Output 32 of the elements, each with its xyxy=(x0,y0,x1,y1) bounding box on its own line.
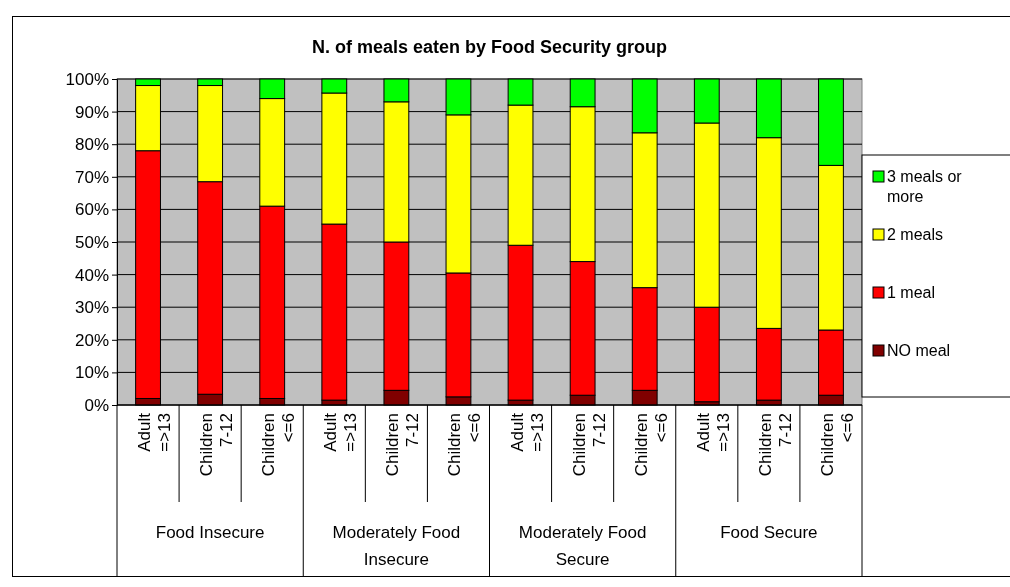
y-tick-label: 30% xyxy=(74,298,109,318)
x-tick-label: Adult =>13 xyxy=(693,412,733,452)
y-tick-label: 20% xyxy=(74,330,109,350)
y-tick-label: 60% xyxy=(74,200,109,220)
y-tick-label: 70% xyxy=(74,167,109,187)
y-tick-label: 100% xyxy=(65,69,109,89)
legend-label: NO meal xyxy=(887,342,951,359)
text: Moderately Food Insecure xyxy=(332,523,461,569)
x-tick-label: Adult =>13 xyxy=(321,412,361,452)
text: Moderately Food Secure xyxy=(518,523,647,569)
x-tick-label: Children <=6 xyxy=(259,413,299,477)
legend-label: 1 meal xyxy=(887,284,936,301)
y-tick-label: 50% xyxy=(74,232,109,252)
chart-title: N. of meals eaten by Food Security group xyxy=(311,37,668,57)
legend-label: 3 meals or more xyxy=(887,168,963,205)
y-tick-label: 0% xyxy=(84,395,109,415)
x-tick-label: Adult =>13 xyxy=(135,412,175,452)
legend-label: 2 meals xyxy=(887,226,944,243)
y-tick-label: 90% xyxy=(74,102,109,122)
y-tick-label: 40% xyxy=(74,265,109,285)
x-tick-label: Children 7-12 xyxy=(755,413,795,477)
x-tick-label: Children <=6 xyxy=(817,413,857,477)
x-tick-label: Children 7-12 xyxy=(569,413,609,477)
y-tick-label: 80% xyxy=(74,135,109,155)
x-tick-label: Children 7-12 xyxy=(197,413,237,477)
x-tick-label: Adult =>13 xyxy=(507,412,547,452)
x-tick-label: Children <=6 xyxy=(445,413,485,477)
text: Food Insecure xyxy=(155,523,265,542)
x-tick-label: Children <=6 xyxy=(631,413,671,477)
text: Food Secure xyxy=(720,523,818,542)
y-tick-label: 10% xyxy=(74,363,109,383)
x-tick-label: Children 7-12 xyxy=(383,413,423,477)
